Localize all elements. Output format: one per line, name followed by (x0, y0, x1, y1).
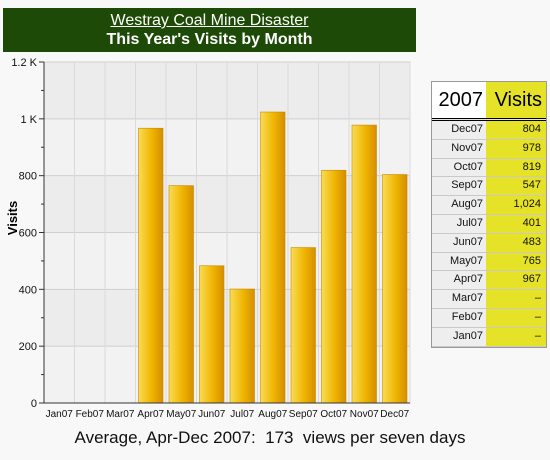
y-tick-label: 400 (19, 284, 37, 296)
table-cell-month: Feb07 (432, 308, 486, 327)
x-tick-label: Jan07 (46, 409, 74, 420)
table-cell-visits: 401 (486, 214, 546, 233)
x-tick-label: Jun07 (198, 409, 226, 420)
y-tick-label: 200 (19, 341, 37, 353)
table-cell-month: Apr07 (432, 271, 486, 290)
y-axis: 0 200 400 600 800 1 K 1.2 K (11, 57, 45, 410)
page-title-link[interactable]: Westray Coal Mine Disaster (110, 12, 309, 29)
average-summary: Average, Apr-Dec 2007: 173 views per sev… (74, 428, 466, 447)
x-tick-label: Dec07 (380, 409, 409, 420)
table-cell-month: Aug07 (432, 196, 486, 214)
table-cell-visits: 978 (486, 139, 546, 158)
x-tick-label: Nov07 (350, 409, 379, 420)
grid-lines (43, 61, 411, 404)
table-row: Nov07 978 (432, 139, 546, 159)
table-row: May07 765 (432, 252, 546, 272)
table-cell-month: Sep07 (432, 177, 486, 196)
table-cell-visits: 967 (486, 271, 546, 290)
table-cell-month: Nov07 (432, 139, 486, 158)
bar (290, 247, 316, 404)
bar (321, 169, 347, 404)
table-cell-visits: 483 (486, 233, 546, 252)
x-tick-label: May07 (166, 409, 196, 420)
table-row: Jul07 401 (432, 214, 546, 234)
table-cell-visits: 804 (486, 121, 546, 139)
table-header-year: 2007 (432, 82, 486, 118)
bar (168, 185, 194, 404)
x-tick-label: Sep07 (289, 409, 318, 420)
table-row: Feb07– (432, 308, 546, 328)
table-row: Aug07 1,024 (432, 196, 546, 215)
table-cell-visits: 1,024 (486, 196, 546, 214)
table-cell-month: Jun07 (432, 233, 486, 252)
table-cell-visits: 819 (486, 158, 546, 177)
table-cell-month: May07 (432, 252, 486, 271)
table-cell-visits: 547 (486, 177, 546, 196)
table-cell-month: Jul07 (432, 214, 486, 233)
x-tick-label: Feb07 (76, 409, 105, 420)
table-cell-month: Oct07 (432, 158, 486, 177)
x-tick-label: Oct07 (320, 409, 347, 420)
y-tick-label: 0 (31, 398, 37, 410)
table-header-visits: Visits (486, 82, 546, 118)
x-tick-label: Apr07 (137, 409, 164, 420)
x-tick-label: Aug07 (258, 409, 287, 420)
table-cell-visits: – (486, 327, 546, 346)
visits-table: 2007 Visits Dec07 804 Nov07 978 Oct07 819 Sep0… (431, 81, 547, 348)
y-tick-label: 1.2 K (11, 57, 37, 69)
bar (260, 111, 286, 404)
chart-title: This Year's Visits by Month (106, 31, 313, 48)
table-header: 2007 Visits (432, 82, 546, 121)
table-cell-visits: – (486, 308, 546, 327)
table-cell-month: Jan07 (432, 327, 486, 346)
x-tick-label: Jul07 (230, 409, 254, 420)
x-axis: Jan07 Feb07 Mar07 Apr07 May07 Jun07 Jul07 Aug07… (44, 402, 410, 420)
x-tick-label: Mar07 (106, 409, 135, 420)
table-row: Jun07 483 (432, 233, 546, 253)
y-axis-label: Visits (5, 201, 20, 235)
table-row: Oct07 819 (432, 158, 546, 178)
table-body: Dec07 804 Nov07 978 Oct07 819 Sep07 547 Aug07 1,0… (432, 121, 546, 347)
bar (138, 127, 164, 404)
bar (351, 124, 377, 404)
table-cell-visits: 765 (486, 252, 546, 271)
bars (138, 111, 408, 404)
table-row: Jan07– (432, 327, 546, 347)
table-cell-month: Mar07 (432, 290, 486, 308)
table-row: Mar07– (432, 290, 546, 309)
bar (229, 288, 255, 404)
bar (382, 174, 408, 404)
table-row: Sep07 547 (432, 177, 546, 197)
y-tick-label: 800 (19, 171, 37, 183)
table-cell-month: Dec07 (432, 121, 486, 139)
y-tick-label: 600 (19, 228, 37, 240)
bar (199, 265, 225, 404)
y-tick-label: 1 K (20, 114, 37, 126)
table-row: Dec07 804 (432, 121, 546, 140)
chart-title-banner: Westray Coal Mine Disaster This Year's V… (3, 8, 416, 52)
table-row: Apr07 967 (432, 271, 546, 291)
table-cell-visits: – (486, 290, 546, 308)
